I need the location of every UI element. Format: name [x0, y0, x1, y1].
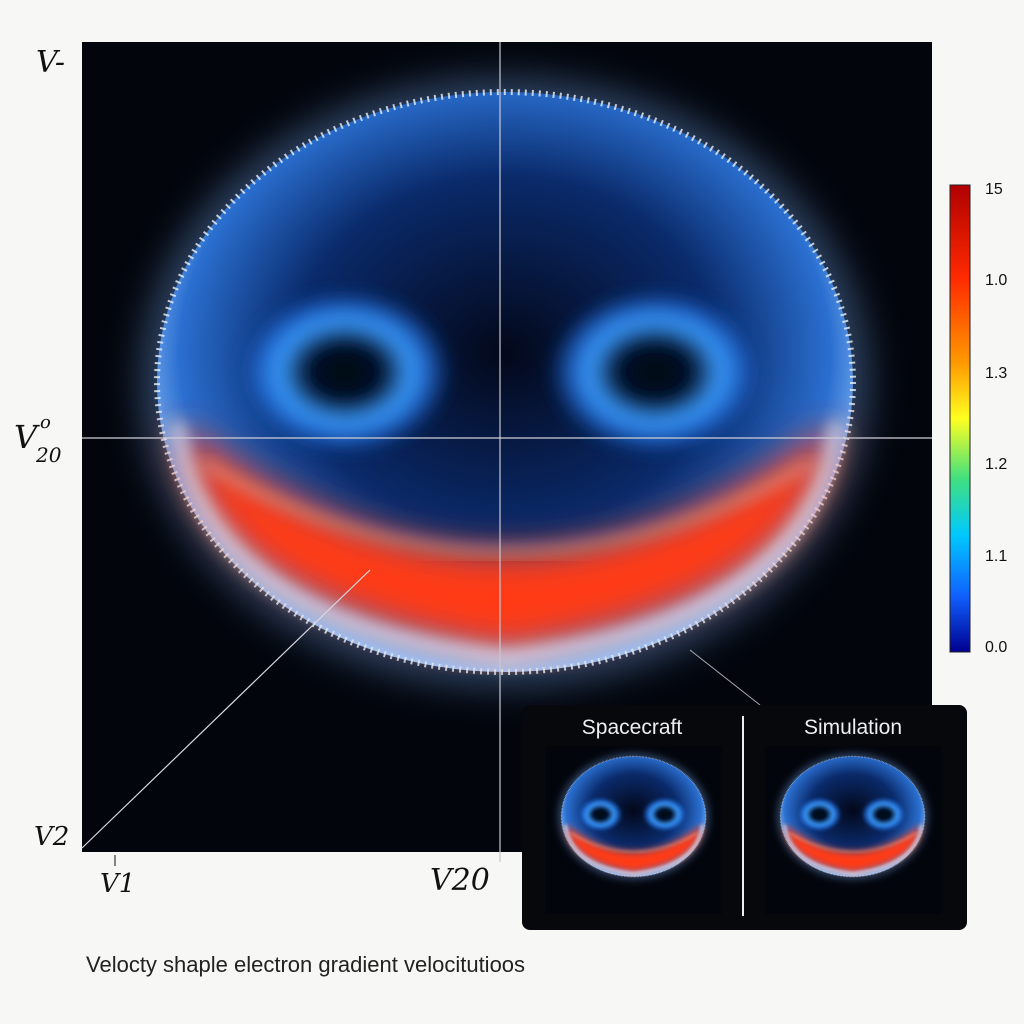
axis-label: 20	[35, 443, 62, 467]
axis-label: V1	[100, 869, 135, 899]
panel-title: Simulation	[804, 716, 902, 739]
caption: Velocty shaple electron gradient velocit…	[86, 952, 525, 977]
colorbar-label: 1.0	[985, 272, 1007, 289]
diag-axis	[689, 649, 761, 706]
panel-title: Spacecraft	[582, 716, 683, 739]
axis-label: V	[14, 418, 40, 456]
colorbar-label: 1.1	[985, 548, 1007, 565]
colorbar-label: 1.3	[985, 365, 1007, 382]
colorbar-label: 15	[985, 181, 1003, 198]
axis-label: V-	[36, 45, 65, 80]
colorbar-label: 1.2	[985, 456, 1007, 473]
axis-label: o	[40, 412, 51, 433]
axis-label: V2	[34, 822, 69, 852]
diag-axis	[81, 569, 371, 849]
axis-label: V20	[430, 863, 490, 898]
panel-image	[765, 746, 941, 914]
panel-image	[546, 746, 722, 914]
colorbar	[949, 184, 971, 653]
colorbar-label: 0.0	[985, 639, 1007, 656]
